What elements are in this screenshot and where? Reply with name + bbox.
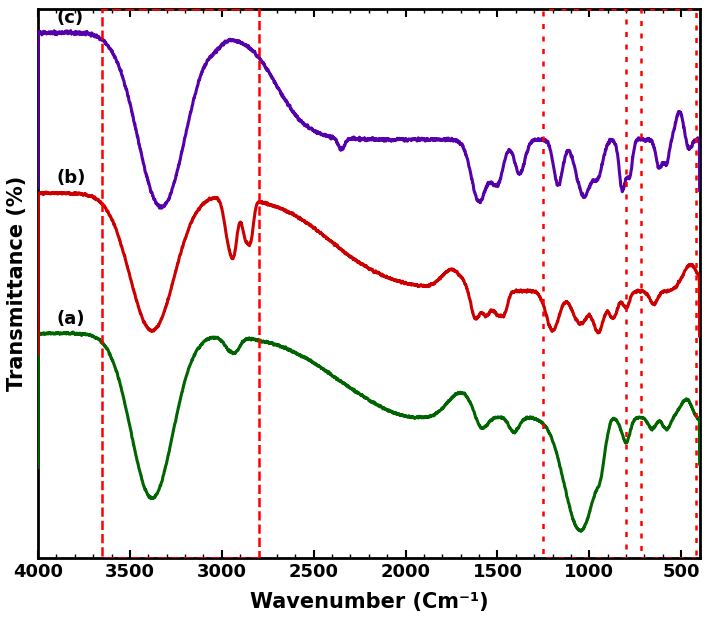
Text: (b): (b): [56, 170, 86, 188]
X-axis label: Wavenumber (Cm⁻¹): Wavenumber (Cm⁻¹): [249, 592, 488, 612]
Text: (a): (a): [56, 310, 85, 328]
Text: (c): (c): [56, 9, 84, 27]
Y-axis label: Transmittance (%): Transmittance (%): [7, 176, 27, 391]
Bar: [543, 9, 626, 558]
Bar: [102, 9, 258, 558]
Bar: [641, 9, 696, 558]
